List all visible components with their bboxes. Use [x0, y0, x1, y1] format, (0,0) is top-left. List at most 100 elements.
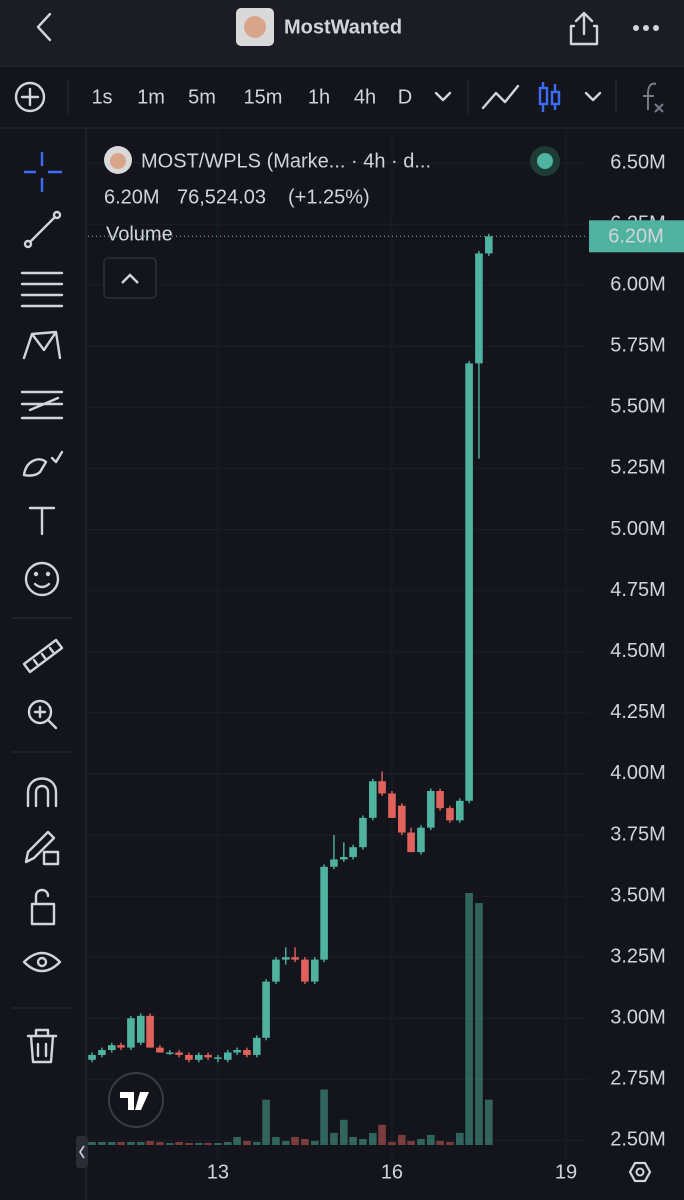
candle-type-button[interactable] [538, 82, 561, 112]
volume-bar [407, 1140, 415, 1145]
candle-body [340, 856, 348, 860]
collapse-tab[interactable] [76, 1136, 88, 1168]
candle-body [252, 1037, 261, 1055]
text-tool[interactable] [28, 506, 56, 536]
volume-bar [272, 1136, 280, 1145]
y-tick-label: 4.75M [610, 579, 666, 601]
volume-bar [446, 1141, 454, 1145]
y-tick-label: 3.50M [610, 884, 666, 906]
candle-body [136, 1015, 145, 1043]
candle-body [243, 1050, 251, 1055]
timeframe-button[interactable]: 1m [137, 86, 165, 108]
ruler-tool[interactable] [22, 638, 64, 674]
delete-tool[interactable] [26, 1028, 58, 1064]
timeframe-button[interactable]: 1s [91, 86, 112, 108]
fib-tool[interactable] [20, 390, 64, 420]
y-tick-label: 3.75M [610, 823, 666, 845]
candle-body [98, 1050, 106, 1055]
unlock-tool[interactable] [30, 888, 56, 926]
volume-bar [388, 1141, 396, 1145]
pattern-tool[interactable] [22, 330, 62, 360]
y-tick-label: 2.50M [610, 1129, 666, 1151]
candle-body [330, 859, 338, 867]
y-tick-label: 5.50M [610, 396, 666, 418]
volume-bar [330, 1132, 338, 1145]
magnet-tool[interactable] [26, 777, 58, 808]
volume-bar [233, 1136, 241, 1145]
collapse-legend-button[interactable] [103, 257, 157, 299]
lines-tool[interactable] [20, 271, 64, 308]
brush-tool[interactable] [22, 450, 64, 477]
volume-bar [243, 1140, 251, 1145]
volume-bar [378, 1124, 386, 1145]
crosshair-tool[interactable] [24, 152, 62, 192]
x-tick-label: 19 [555, 1161, 577, 1183]
visibility-tool[interactable] [22, 951, 62, 973]
y-tick-label: 2.75M [610, 1068, 666, 1090]
volume-bar [359, 1138, 367, 1145]
volume-bar [146, 1140, 154, 1145]
candle-body [194, 1054, 203, 1060]
y-tick-label: 3.00M [610, 1007, 666, 1029]
lock-drawing-tool[interactable] [24, 830, 60, 866]
candle-body [214, 1057, 222, 1059]
share-button[interactable] [569, 11, 599, 46]
add-icon [20, 87, 40, 107]
avatar-face [110, 153, 126, 169]
candle-body [107, 1045, 116, 1051]
dropdown[interactable] [434, 91, 452, 102]
more-button[interactable] [633, 25, 659, 31]
y-tick-label: 6.00M [610, 273, 666, 295]
volume-bar [88, 1141, 96, 1145]
chevron-up [121, 273, 139, 284]
last-price-label: 6.20M [608, 226, 664, 248]
volume-label: Volume [106, 223, 173, 245]
y-tick-label: 5.75M [610, 335, 666, 357]
volume-bar [204, 1142, 212, 1145]
y-tick-label: 4.00M [610, 762, 666, 784]
volume-bar [427, 1134, 435, 1145]
volume-bar [475, 903, 483, 1145]
zoom-tool[interactable] [27, 699, 58, 730]
timeframe-button[interactable]: 4h [354, 86, 376, 108]
emoji-tool[interactable] [24, 561, 60, 597]
candle-body [117, 1045, 125, 1048]
candle-body [272, 959, 280, 982]
collapse-icon [79, 1145, 85, 1159]
legend-change-pct: (+1.25%) [288, 186, 370, 208]
symbol: MOST/WPLS (Marke... · 4h · d... [141, 150, 431, 172]
indicators-button[interactable] [643, 82, 664, 113]
last-price-box [589, 220, 684, 253]
candle-body [465, 363, 473, 801]
volume-bar [252, 1141, 261, 1145]
candle-body [378, 781, 386, 794]
plot [88, 130, 588, 1160]
line-type-button[interactable] [481, 84, 520, 110]
candle-body [310, 959, 319, 982]
volume-bar [136, 1141, 145, 1145]
dropdown[interactable] [584, 91, 602, 102]
volume-bar [98, 1141, 106, 1145]
volume-bar [485, 1099, 493, 1145]
volume-bar [369, 1132, 377, 1145]
back-button[interactable] [36, 12, 52, 42]
legend-close: 6.20M [104, 186, 160, 208]
candle-body [204, 1054, 212, 1058]
volume-bar [214, 1142, 222, 1145]
candle-body [223, 1052, 232, 1060]
timeframe-button[interactable]: D [398, 86, 412, 108]
trend-line-tool[interactable] [23, 210, 62, 249]
add-button[interactable] [14, 81, 46, 113]
candle-body [475, 253, 483, 364]
timeframe-button[interactable]: 1h [308, 86, 330, 108]
volume-bar [175, 1141, 183, 1145]
x-tick-label: 13 [207, 1161, 229, 1183]
settings-dot [635, 1167, 645, 1177]
candle-body [146, 1015, 154, 1048]
volume-bar [301, 1138, 309, 1145]
timeframe-button[interactable]: 15m [244, 86, 283, 108]
settings-button[interactable] [628, 1161, 652, 1183]
timeframe-button[interactable]: 5m [188, 86, 216, 108]
